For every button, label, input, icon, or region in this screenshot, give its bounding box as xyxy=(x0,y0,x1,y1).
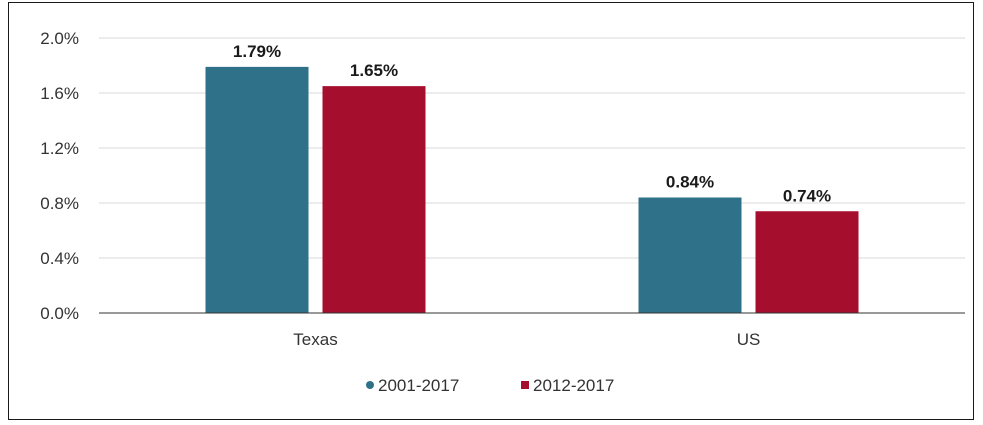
legend-entry: 2012-2017 xyxy=(533,376,614,395)
y-tick-label: 0.4% xyxy=(40,249,79,268)
legend-entry: 2001-2017 xyxy=(378,376,459,395)
data-label: 1.65% xyxy=(350,61,398,80)
legend: 2001-2017 2012-2017 xyxy=(366,376,614,395)
data-label: 1.79% xyxy=(233,42,281,61)
y-tick-label: 0.8% xyxy=(40,194,79,213)
data-labels: 1.79% 1.65% 0.84% 0.74% xyxy=(233,42,831,205)
data-label: 0.84% xyxy=(666,173,714,192)
bar-texas-2012-2017 xyxy=(322,86,426,313)
y-tick-label: 1.6% xyxy=(40,84,79,103)
x-category-label: Texas xyxy=(293,330,337,349)
bars xyxy=(205,66,859,313)
legend-marker xyxy=(366,381,374,389)
legend-marker xyxy=(521,381,529,389)
bar-us-2001-2017 xyxy=(638,197,742,313)
bar-texas-2001-2017 xyxy=(205,66,309,313)
y-tick-label: 1.2% xyxy=(40,139,79,158)
x-category-label: US xyxy=(737,330,761,349)
bar-chart: 0.0% 0.4% 0.8% 1.2% 1.6% 2.0% 1.79% 1.65% 0.84%… xyxy=(40,29,965,395)
y-tick-label: 2.0% xyxy=(40,29,79,48)
y-tick-label: 0.0% xyxy=(40,304,79,323)
y-axis-ticks: 0.0% 0.4% 0.8% 1.2% 1.6% 2.0% xyxy=(40,29,79,323)
bar-us-2012-2017 xyxy=(755,211,859,313)
x-axis-categories: Texas US xyxy=(293,330,760,349)
chart-frame: 0.0% 0.4% 0.8% 1.2% 1.6% 2.0% 1.79% 1.65% 0.84%… xyxy=(8,2,974,420)
data-label: 0.74% xyxy=(783,186,831,205)
